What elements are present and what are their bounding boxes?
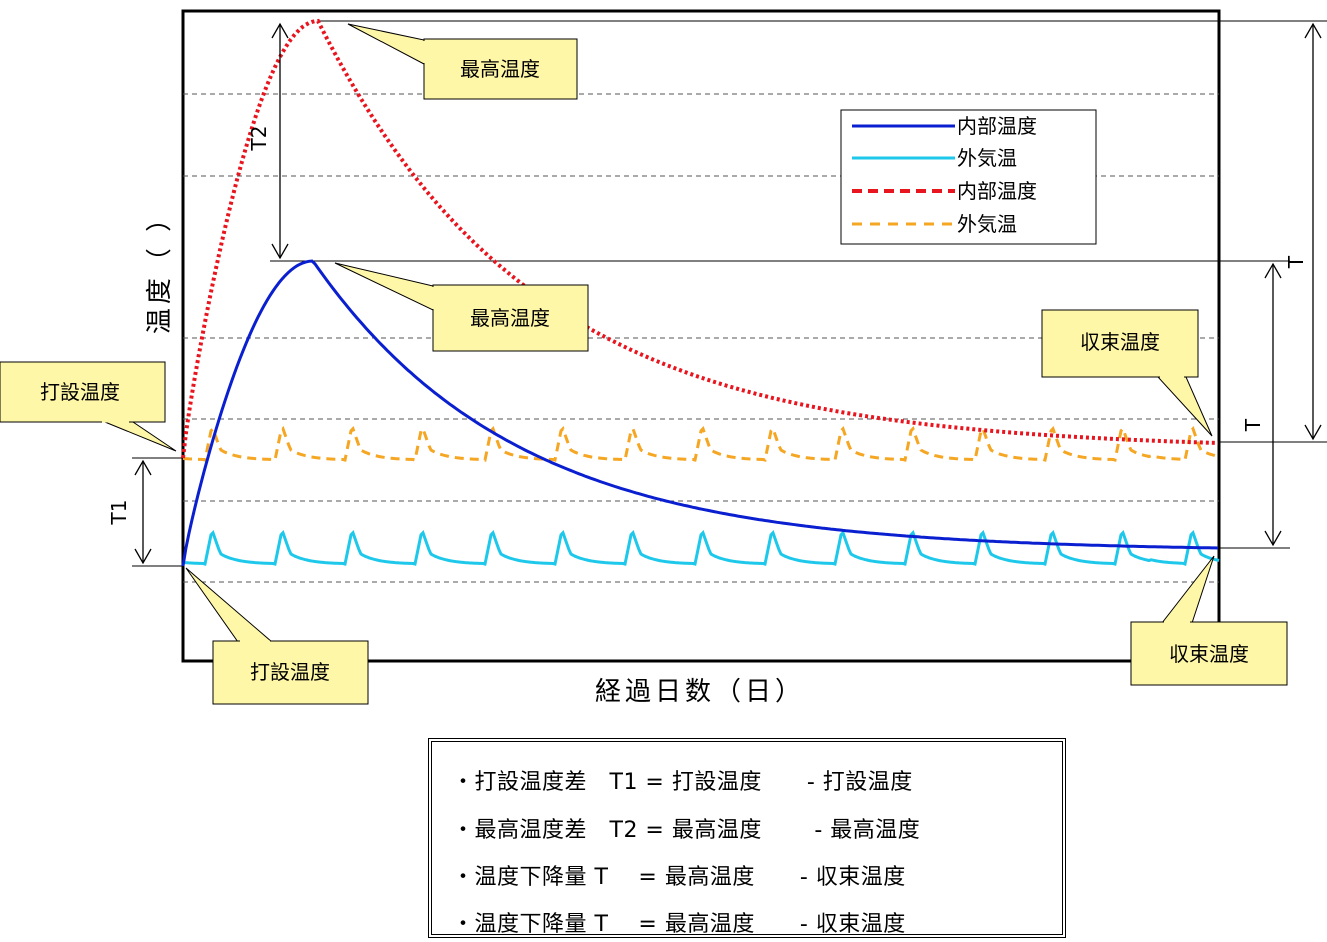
- t-inner-label: T: [1241, 418, 1265, 432]
- y-axis-label: 温度（ ）: [145, 202, 175, 334]
- svg-text:打設温度: 打設温度: [250, 660, 330, 684]
- series-outdoor-temp-dashed: [182, 425, 1220, 462]
- legend-label-internal-solid: 内部温度: [957, 114, 1037, 138]
- legend-box: [840, 109, 1097, 245]
- gridlines: [183, 93, 1219, 583]
- t2-label: T2: [247, 126, 271, 152]
- definition-notes: ・打設温度差 T1 = 打設温度 - 打設温度 ・最高温度差 T2 = 最高温度…: [428, 738, 1066, 938]
- series-internal-temp-solid: [181, 259, 1219, 567]
- note-row: ・温度下降量 T = 最高温度 - 収束温度: [452, 912, 906, 937]
- note-row: ・打設温度差 T1 = 打設温度 - 打設温度: [452, 770, 913, 795]
- t1-label: T1: [107, 500, 131, 526]
- x-axis-label: 経過日数（日）: [595, 677, 805, 707]
- t-outer-label: T: [1284, 255, 1308, 269]
- svg-text:打設温度: 打設温度: [40, 380, 120, 404]
- svg-text:最高温度: 最高温度: [460, 57, 540, 81]
- svg-text:最高温度: 最高温度: [470, 306, 550, 330]
- legend-label-outdoor-solid: 外気温: [957, 146, 1017, 170]
- callout-right-converge-upper: 収束温度: [1041, 309, 1213, 437]
- series-internal-temp-dotted: [181, 18, 1219, 459]
- legend-label-outdoor-dashed: 外気温: [957, 212, 1017, 236]
- note-row: ・温度下降量 T = 最高温度 - 収束温度: [452, 865, 906, 890]
- svg-text:収束温度: 収束温度: [1080, 330, 1160, 354]
- plot-frame: [181, 9, 1221, 663]
- callout-bottom-start: 打設温度: [185, 567, 369, 705]
- dimension-arrows: [134, 22, 1322, 565]
- svg-text:収束温度: 収束温度: [1169, 642, 1249, 666]
- callout-top-peak: 最高温度: [347, 23, 578, 100]
- callout-left-start: 打設温度: [0, 361, 177, 452]
- legend-label-internal-dotted: 内部温度: [957, 179, 1037, 203]
- series-outdoor-temp-solid: [182, 529, 1220, 566]
- note-row: ・最高温度差 T2 = 最高温度 - 最高温度: [452, 818, 921, 843]
- reference-lines: [132, 20, 1327, 567]
- callout-right-converge-lower: 収束温度: [1130, 555, 1288, 686]
- legend: 内部温度 外気温 内部温度 外気温: [840, 109, 1097, 245]
- callout-lower-peak: 最高温度: [334, 262, 589, 352]
